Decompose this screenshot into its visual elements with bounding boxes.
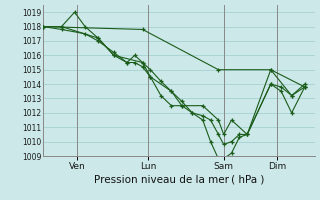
X-axis label: Pression niveau de la mer ( hPa ): Pression niveau de la mer ( hPa ) <box>94 175 264 185</box>
